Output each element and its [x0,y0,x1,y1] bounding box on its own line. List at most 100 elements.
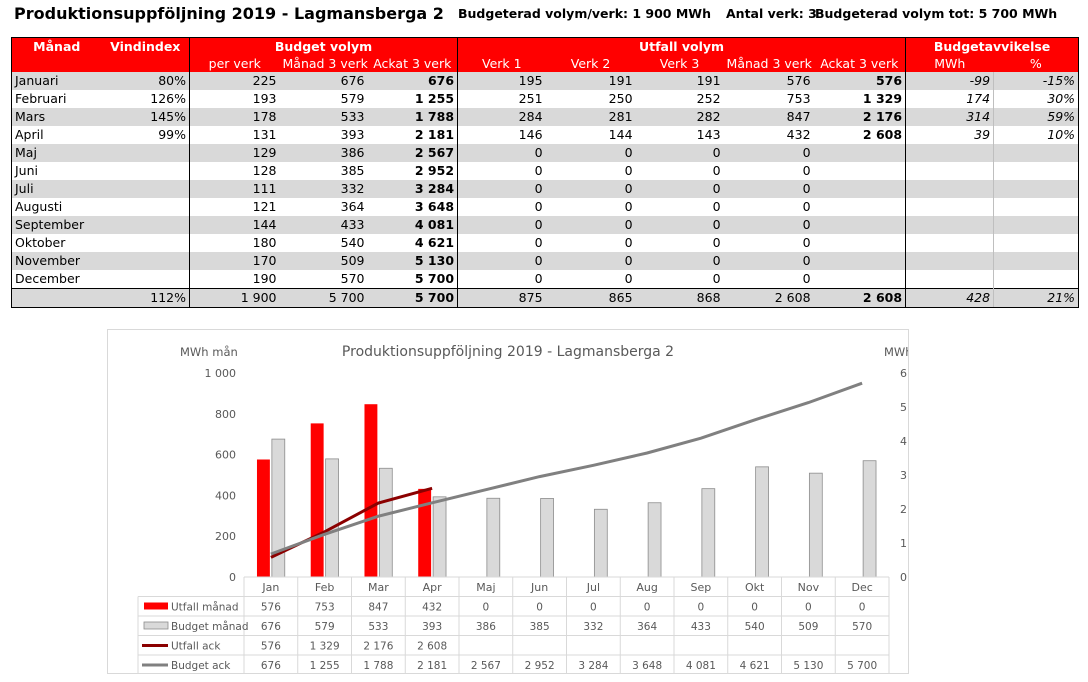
budget-ackat-cell: 2 567 [367,144,458,162]
data-table-value: 2 567 [471,660,501,672]
budget-manad-cell: 533 [279,108,368,126]
utfall-ackat-cell [813,216,906,234]
month-cell: April [15,127,44,142]
total-verk1-cell: 875 [457,288,546,308]
data-table-value: 3 648 [632,660,662,672]
per-verk-cell: 128 [189,162,280,180]
utfall-manad-cell: 0 [802,163,811,178]
data-table-value: 579 [315,621,335,633]
vindindex-cell [102,234,190,252]
legend-swatch [143,621,169,630]
utfall-ackat-cell [813,144,906,162]
avvikelse-mwh-cell [905,180,994,198]
utfall-ackat-cell [814,270,906,289]
total-avvikelse-pct-cell: 21% [993,288,1079,308]
col-header-manad: Månad [11,37,102,55]
total-row: 112% 1 900 5 700 5 700 875 865 868 2 608 2 608 42… [11,288,1079,308]
y2-tick-label: 4 000 [900,435,908,448]
budget-manad-cell: 570 [340,271,365,286]
group-header-avvikelse: Budgetavvikelse [905,37,1079,55]
x-tick-label: Feb [315,581,334,594]
verk1-cell: 0 [457,198,546,216]
data-table-value: 0 [536,602,543,614]
vindindex-cell [102,270,190,289]
utfall-manad-cell: 432 [786,127,811,142]
verk2-cell: 0 [624,163,633,178]
utfall-ackat-cell [814,234,906,252]
verk2-cell: 191 [545,72,636,90]
per-verk-cell: 178 [189,108,280,126]
sub-header-row: per verk Månad 3 verk Ackat 3 verk Verk … [11,55,1079,72]
per-verk-cell: 111 [189,180,280,198]
vindindex-cell: 145% [101,108,190,126]
data-table-value: 676 [261,660,281,672]
table-row: April 99% 131 393 2 181 146 144 143 432 2 608 39 10… [12,126,1079,144]
month-cell: December [15,271,80,286]
verk1-cell: 0 [457,252,546,270]
data-table-value: 0 [859,602,866,614]
verk2-cell: 0 [545,252,636,270]
y2-tick-label: 1 000 [900,537,908,550]
per-verk-cell: 193 [189,90,280,108]
y-tick-label: 600 [215,449,236,462]
budget-ackat-cell: 2 181 [414,127,455,142]
group-header-row: Månad Vindindex Budget volym Utfall voly… [11,37,1079,55]
y2-tick-label: 6 000 [900,367,908,380]
verk1-cell: 0 [457,180,546,198]
vindindex-cell [101,180,190,198]
y2-axis-label: MWh ack [884,345,908,359]
data-table-value: 433 [691,621,711,633]
month-cell: Mars [11,108,102,126]
verk1-cell: 0 [457,234,546,252]
verk2-cell: 0 [624,271,633,286]
vindindex-cell [102,198,190,216]
data-table-value: 1 255 [310,660,340,672]
avvikelse-mwh-cell [905,270,994,289]
budget-manad-bar [755,466,769,578]
data-table-value: 5 700 [847,660,877,672]
data-table-value: 509 [798,621,818,633]
budget-ackat-cell: 2 952 [414,163,455,178]
utfall-ack-line [270,486,433,559]
verk3-cell: 0 [712,235,721,250]
y-tick-label: 200 [215,530,236,543]
per-verk-cell: 190 [189,270,280,289]
table-row: September 144 433 4 081 0 0 0 0 [11,216,1079,234]
total-vindindex-cell: 112% [101,288,190,308]
budget-manad-cell: 364 [340,199,365,214]
table-row: Oktober 180 540 4 621 0 0 0 0 [12,234,1079,252]
col-header-per-verk: per verk [189,55,280,72]
total-utfall-manad-cell: 2 608 [723,288,814,308]
page-title: Produktionsuppföljning 2019 - Lagmansber… [14,4,444,23]
total-utfall-ackat-cell: 2 608 [813,288,906,308]
utfall-ackat-cell: 2 176 [813,108,906,126]
data-table-value: 0 [483,602,490,614]
total-avvikelse-mwh-cell: 428 [905,288,994,308]
budget-manad-bar [862,460,877,578]
y2-tick-label: 2 000 [900,503,908,516]
data-table-value: 4 621 [740,660,770,672]
budget-manad-bar [701,488,716,578]
utfall-manad-bar [364,404,378,577]
y-axis-label: MWh mån [180,345,238,359]
data-table-value: 4 081 [686,660,716,672]
avvikelse-pct-cell: -15% [993,72,1079,90]
verk2-cell: 0 [624,199,633,214]
legend-label: Budget månad [171,620,249,633]
budget-ackat-cell: 3 648 [414,199,455,214]
antal-verk-text: Antal verk: 3 [726,6,817,21]
total-per-verk-cell: 1 900 [189,288,280,308]
avvikelse-mwh-cell: -99 [905,72,994,90]
table-row: Juli 111 332 3 284 0 0 0 0 [11,180,1079,198]
verk3-cell: 191 [635,72,724,90]
per-verk-cell: 131 [189,126,280,144]
y-tick-label: 800 [215,408,236,421]
total-verk3-cell: 868 [635,288,724,308]
data-table-value: 0 [698,602,705,614]
group-header-utfall: Utfall volym [457,37,906,55]
avvikelse-pct-cell [993,198,1079,216]
month-cell: Juni [15,163,39,178]
verk3-cell: 252 [696,91,721,106]
budget-manad-cell: 509 [279,252,368,270]
col-header-ackat3: Ackat 3 verk [367,55,458,72]
